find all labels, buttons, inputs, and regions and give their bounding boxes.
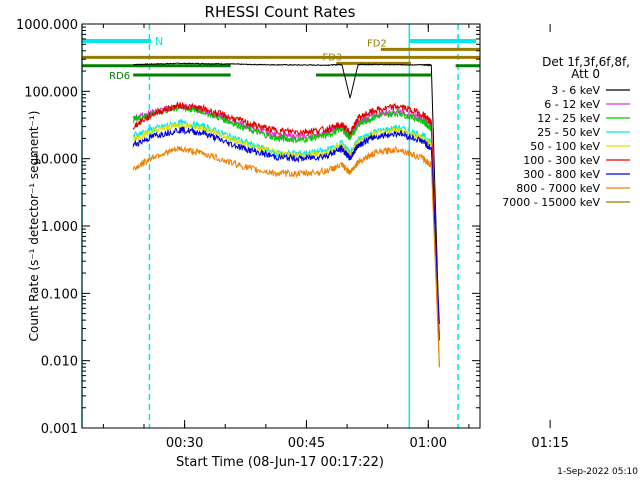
legend-entry-label: 25 - 50 keV: [537, 126, 600, 139]
series-line: [132, 103, 440, 368]
series-line: [132, 126, 440, 325]
y-tick-label: 0.100: [41, 287, 78, 302]
legend-entry-label: 800 - 7000 keV: [516, 182, 600, 195]
legend-entry-label: 100 - 300 keV: [523, 154, 600, 167]
x-tick-label: 01:15: [531, 436, 568, 451]
legend-subtitle: Att 0: [571, 67, 600, 81]
y-axis: 1000.000 100.000 10.000 1.000 0.100 0.010 0.00…: [16, 18, 480, 437]
y-tick-label: 10.000: [33, 153, 79, 168]
series-line: [133, 62, 440, 341]
series-layer: [132, 62, 440, 368]
y-tick-label: 100.000: [24, 85, 78, 100]
night-label: N: [155, 35, 163, 48]
x-tick-label: 00:30: [166, 436, 203, 451]
series-line: [132, 102, 440, 341]
y-tick-label: 0.010: [41, 355, 78, 370]
x-tick-label: 00:45: [288, 436, 325, 451]
fd-label: FD3: [322, 52, 342, 63]
legend-entry-label: 12 - 25 keV: [537, 112, 600, 125]
legend-entry-label: 3 - 6 keV: [551, 84, 600, 97]
fd-label: FD2: [367, 38, 387, 49]
annotation-layer: N FD2 FD3 RD6: [81, 24, 480, 428]
x-tick-label: 01:00: [410, 436, 447, 451]
x-axis-label: Start Time (08-Jun-17 00:17:22): [176, 455, 384, 470]
legend-entry-label: 6 - 12 keV: [544, 98, 600, 111]
chart-title: RHESSI Count Rates: [205, 3, 356, 21]
series-line: [132, 145, 440, 368]
y-tick-label: 1000.000: [16, 18, 78, 33]
decimation-label: RD6: [109, 71, 130, 82]
y-axis-label: Count Rate (s⁻¹ detector⁻¹ segment⁻¹): [27, 111, 41, 342]
legend-entry-label: 7000 - 15000 keV: [502, 196, 600, 209]
series-line: [132, 122, 440, 341]
plot-frame: [81, 23, 481, 429]
legend-entry-label: 50 - 100 keV: [530, 140, 600, 153]
legend-entry-label: 300 - 800 keV: [523, 168, 600, 181]
legend-title: Det 1f,3f,6f,8f,: [542, 55, 630, 69]
footer-timestamp: 1-Sep-2022 05:10: [557, 467, 638, 477]
series-line: [132, 100, 440, 341]
y-tick-label: 1.000: [41, 220, 78, 235]
y-tick-label: 0.001: [41, 422, 78, 437]
